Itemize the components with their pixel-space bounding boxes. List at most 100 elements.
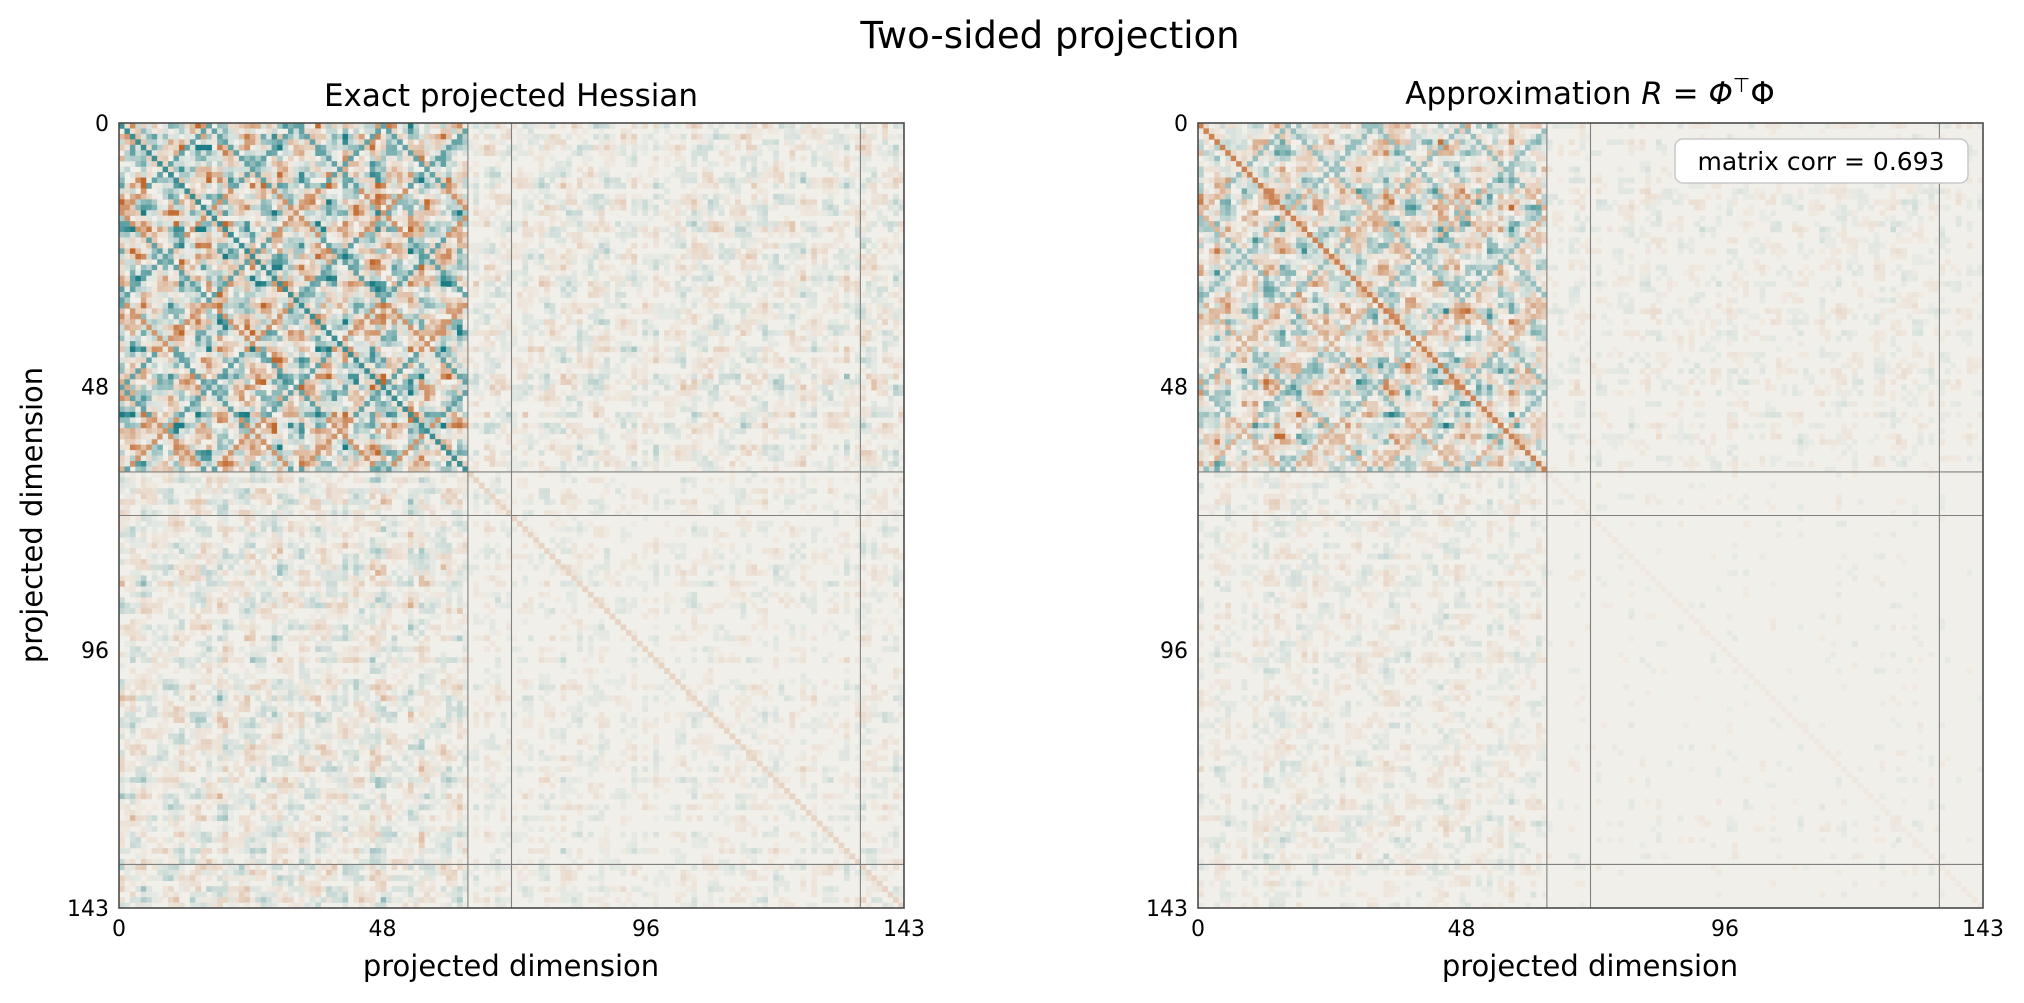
heatmap-cell <box>527 302 534 309</box>
heatmap-cell <box>266 335 272 342</box>
heatmap-cell <box>135 368 142 375</box>
heatmap-cell <box>560 144 567 151</box>
heatmap-cell <box>309 264 316 271</box>
heatmap-cell <box>151 264 158 271</box>
heatmap-cell <box>320 193 327 200</box>
heatmap-cell <box>222 291 229 298</box>
heatmap-cell <box>353 248 360 255</box>
heatmap-cell <box>162 133 169 140</box>
heatmap-cell <box>157 351 163 358</box>
heatmap-cell <box>544 172 550 178</box>
heatmap-cell <box>309 270 316 276</box>
heatmap-cell <box>386 226 392 233</box>
heatmap-cell <box>260 226 267 233</box>
heatmap-cell <box>675 123 681 129</box>
heatmap-cell <box>620 199 627 206</box>
heatmap-cell <box>244 362 251 369</box>
heatmap-cell <box>238 368 245 375</box>
heatmap-cell <box>456 193 463 200</box>
heatmap-cell <box>189 144 196 151</box>
heatmap-cell <box>620 204 627 211</box>
heatmap-cell <box>446 351 452 358</box>
heatmap-cell <box>516 253 523 260</box>
heatmap-cell <box>745 270 752 276</box>
heatmap-cell <box>244 253 251 260</box>
heatmap-cell <box>157 275 163 282</box>
heatmap-cell <box>233 368 240 375</box>
heatmap-cell <box>729 362 736 369</box>
heatmap-cell <box>440 237 447 244</box>
heatmap-cell <box>435 215 441 222</box>
heatmap-cell <box>282 188 289 195</box>
heatmap-cell <box>189 324 196 331</box>
heatmap-cell <box>805 221 812 227</box>
heatmap-cell <box>380 188 387 195</box>
heatmap-cell <box>386 161 392 167</box>
heatmap-cell <box>735 232 741 238</box>
heatmap-cell <box>484 330 490 336</box>
heatmap-cell <box>217 313 223 320</box>
heatmap-cell <box>184 357 191 364</box>
heatmap-cell <box>238 155 245 162</box>
heatmap-cell <box>375 150 381 157</box>
heatmap-cell <box>762 281 769 287</box>
heatmap-cell <box>620 232 627 238</box>
heatmap-cell <box>195 193 202 200</box>
heatmap-cell <box>898 226 905 233</box>
heatmap-cell <box>811 335 818 342</box>
heatmap-cell <box>844 330 850 336</box>
heatmap-cell <box>691 177 698 184</box>
heatmap-cell <box>244 232 251 238</box>
heatmap-cell <box>516 368 523 375</box>
heatmap-cell <box>364 242 371 249</box>
heatmap-cell <box>293 150 300 157</box>
heatmap-cell <box>375 308 381 315</box>
heatmap-cell <box>685 172 692 178</box>
heatmap-cell <box>151 133 158 140</box>
heatmap-cell <box>304 242 311 249</box>
heatmap-cell <box>402 204 409 211</box>
heatmap-cell <box>495 373 501 380</box>
heatmap-cell <box>413 199 420 206</box>
heatmap-cell <box>446 123 452 129</box>
heatmap-cell <box>435 264 441 271</box>
heatmap-cell <box>195 226 202 233</box>
heatmap-cell <box>129 210 136 216</box>
heatmap-cell <box>762 172 769 178</box>
heatmap-cell <box>762 308 769 315</box>
heatmap-cell <box>500 335 507 342</box>
heatmap-cell <box>446 133 452 140</box>
heatmap-cell <box>178 155 185 162</box>
heatmap-cell <box>238 351 245 358</box>
heatmap-cell <box>484 281 490 287</box>
heatmap-cell <box>277 144 283 151</box>
heatmap-cell <box>315 324 321 331</box>
heatmap-cell <box>549 166 556 173</box>
heatmap-cell <box>369 188 376 195</box>
heatmap-cell <box>604 161 610 167</box>
heatmap-cell <box>255 368 262 375</box>
heatmap-cell <box>178 335 185 342</box>
heatmap-cell <box>135 313 142 320</box>
heatmap-cell <box>440 150 447 157</box>
heatmap-cell <box>178 150 185 157</box>
heatmap-cell <box>713 226 719 233</box>
heatmap-cell <box>560 286 567 293</box>
heatmap-cell <box>266 324 272 331</box>
heatmap-cell <box>811 313 818 320</box>
heatmap-cell <box>244 172 251 178</box>
heatmap-cell <box>560 264 567 271</box>
heatmap-cell <box>369 270 376 276</box>
heatmap-cell <box>162 341 169 347</box>
heatmap-cell <box>151 373 158 380</box>
heatmap-cell <box>816 275 823 282</box>
heatmap-cell <box>326 351 332 358</box>
heatmap-cell <box>669 221 676 227</box>
heatmap-cell <box>271 341 278 347</box>
heatmap-cell <box>827 226 834 233</box>
heatmap-cell <box>386 319 392 325</box>
heatmap-cell <box>794 242 801 249</box>
heatmap-cell <box>511 324 518 331</box>
heatmap-cell <box>446 341 452 347</box>
heatmap-cell <box>364 319 371 325</box>
